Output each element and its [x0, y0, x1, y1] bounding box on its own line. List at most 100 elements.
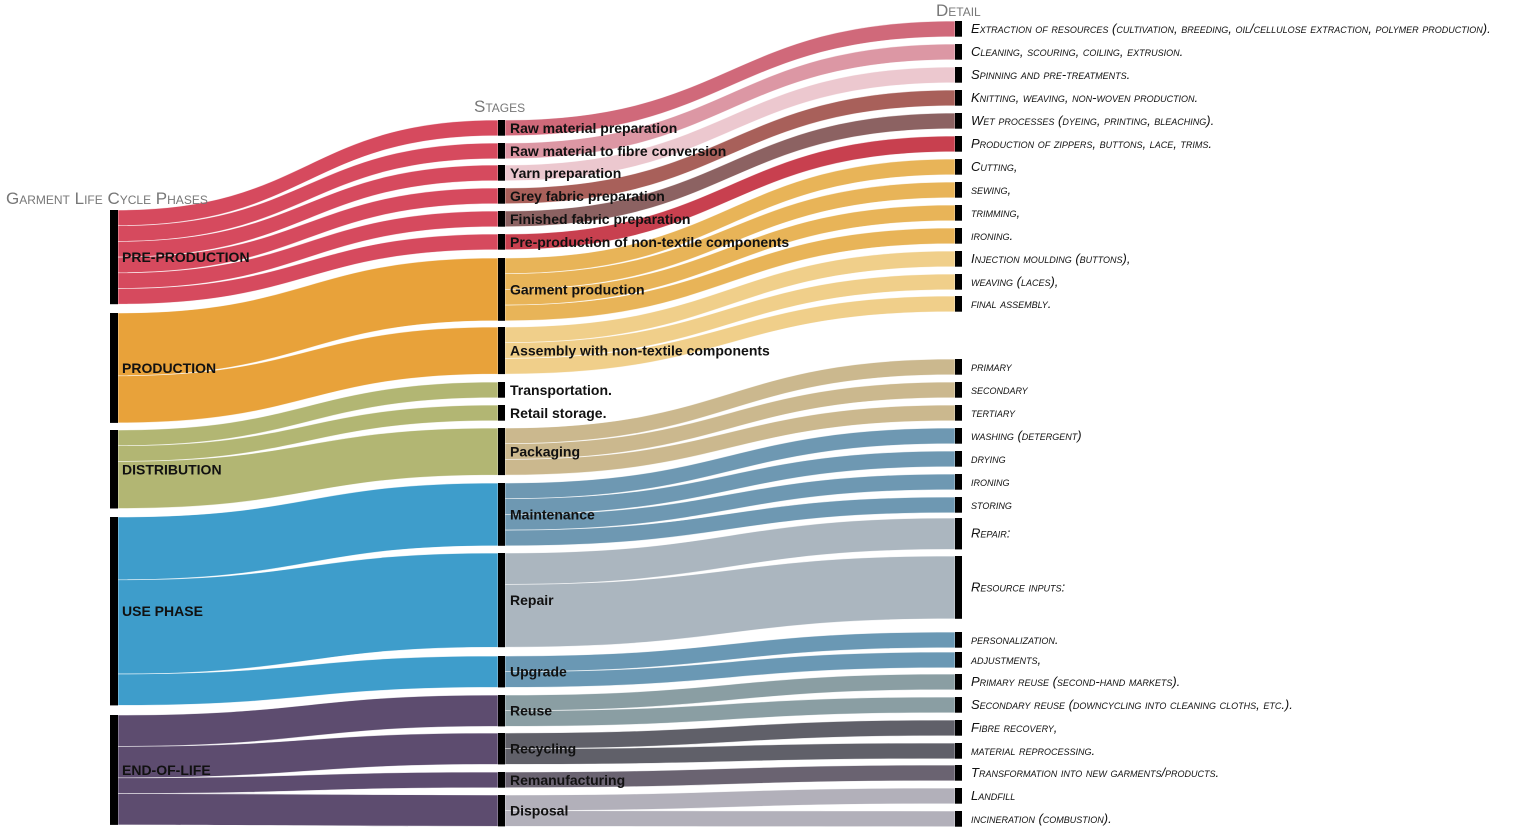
- stage-label: Recycling: [510, 741, 576, 757]
- detail-label: adjustments,: [970, 652, 1041, 667]
- detail-node: [955, 382, 962, 398]
- stage-label: Disposal: [510, 803, 568, 819]
- stage-node: [498, 165, 505, 181]
- detail-node: [955, 765, 962, 781]
- detail-label: Transformation into new garments/product…: [971, 765, 1219, 780]
- stage-node: [498, 483, 505, 546]
- detail-node: [955, 474, 962, 490]
- detail-node: [955, 21, 962, 37]
- detail-node: [955, 405, 962, 421]
- stage-node: [498, 188, 505, 204]
- detail-label: storing: [971, 497, 1012, 512]
- stages-column-header: Stages: [474, 97, 525, 116]
- detail-label: Spinning and pre-treatments.: [971, 67, 1130, 82]
- detail-label: trimming,: [971, 205, 1020, 220]
- detail-label: Knitting, weaving, non-woven production.: [971, 90, 1198, 105]
- detail-label: tertiary: [971, 405, 1016, 420]
- flow-stage-to-detail: [504, 810, 956, 828]
- stage-label: Upgrade: [510, 664, 567, 680]
- detail-label: sewing,: [971, 182, 1011, 197]
- stage-node: [498, 553, 505, 648]
- stage-node: [498, 733, 505, 765]
- detail-label: washing (detergent): [971, 428, 1082, 443]
- phase-label: PRE-PRODUCTION: [122, 249, 250, 265]
- detail-node: [955, 674, 962, 690]
- detail-label: drying: [971, 451, 1006, 466]
- flow-phase-to-stage: [117, 793, 499, 827]
- stage-label: Reuse: [510, 703, 552, 719]
- stage-node: [498, 695, 505, 727]
- phase-node: [110, 715, 118, 825]
- detail-label: Cleaning, scouring, coiling, extrusion.: [971, 44, 1183, 59]
- stage-label: Raw material preparation: [510, 120, 677, 136]
- detail-node: [955, 205, 962, 221]
- stage-label: Packaging: [510, 444, 580, 460]
- detail-label: Fibre recovery,: [971, 720, 1057, 735]
- stage-node: [498, 405, 505, 421]
- stage-label: Retail storage.: [510, 405, 606, 421]
- detail-node: [955, 720, 962, 736]
- detail-node: [955, 497, 962, 513]
- stage-node: [498, 795, 505, 827]
- detail-node: [955, 428, 962, 444]
- stage-label: Raw material to fibre conversion: [510, 143, 726, 159]
- phase-node: [110, 430, 118, 509]
- detail-node: [955, 44, 962, 60]
- detail-label: weaving (laces),: [971, 274, 1058, 289]
- flow-stage-to-detail: [504, 787, 956, 812]
- detail-label: Extraction of resources (cultivation, br…: [971, 21, 1491, 36]
- detail-column-header: Detail: [936, 1, 981, 20]
- detail-node: [955, 182, 962, 198]
- detail-label: ironing.: [971, 228, 1013, 243]
- phase-node: [110, 517, 118, 706]
- detail-label: primary: [971, 359, 1013, 374]
- detail-label: secondary: [971, 382, 1029, 397]
- detail-label: Resource inputs:: [971, 579, 1066, 594]
- stage-node: [498, 382, 505, 398]
- detail-node: [955, 632, 962, 648]
- detail-node: [955, 556, 962, 619]
- detail-node: [955, 228, 962, 244]
- stage-node: [498, 656, 505, 688]
- stage-node: [498, 327, 505, 375]
- detail-node: [955, 296, 962, 312]
- detail-label: material reprocessing.: [971, 743, 1095, 758]
- stage-node: [498, 211, 505, 227]
- detail-node: [955, 159, 962, 175]
- nodes-layer: [110, 21, 962, 827]
- stage-label: Pre-production of non-textile components: [510, 234, 789, 250]
- detail-label: Production of zippers, buttons, lace, tr…: [971, 136, 1212, 151]
- stage-label: Repair: [510, 592, 554, 608]
- stage-label: Grey fabric preparation: [510, 188, 665, 204]
- detail-node: [955, 697, 962, 713]
- detail-label: final assembly.: [971, 296, 1051, 311]
- detail-label: Cutting,: [971, 159, 1018, 174]
- detail-node: [955, 251, 962, 267]
- stage-label: Assembly with non-textile components: [510, 343, 770, 359]
- detail-node: [955, 518, 962, 550]
- detail-node: [955, 67, 962, 83]
- detail-label: Repair:: [971, 526, 1011, 541]
- flows-layer: [117, 20, 956, 828]
- detail-label: Landfill: [971, 788, 1015, 803]
- detail-label: personalization.: [971, 632, 1058, 647]
- stage-label: Garment production: [510, 281, 645, 297]
- detail-node: [955, 451, 962, 467]
- phase-label: END-OF-LIFE: [122, 762, 211, 778]
- phase-label: USE PHASE: [122, 603, 203, 619]
- detail-label: Injection moulding (buttons),: [971, 251, 1130, 266]
- detail-label: Primary reuse (second-hand markets).: [971, 674, 1180, 689]
- detail-node: [955, 274, 962, 290]
- detail-label: incineration (combustion).: [971, 811, 1112, 826]
- stage-label: Transportation.: [510, 382, 612, 398]
- detail-node: [955, 136, 962, 152]
- phase-node: [110, 210, 118, 305]
- detail-node: [955, 359, 962, 375]
- phases-column-header: Garment Life Cycle Phases: [6, 189, 208, 208]
- stage-node: [498, 258, 505, 321]
- detail-node: [955, 652, 962, 668]
- stage-node: [498, 143, 505, 159]
- detail-node: [955, 811, 962, 827]
- stage-node: [498, 120, 505, 136]
